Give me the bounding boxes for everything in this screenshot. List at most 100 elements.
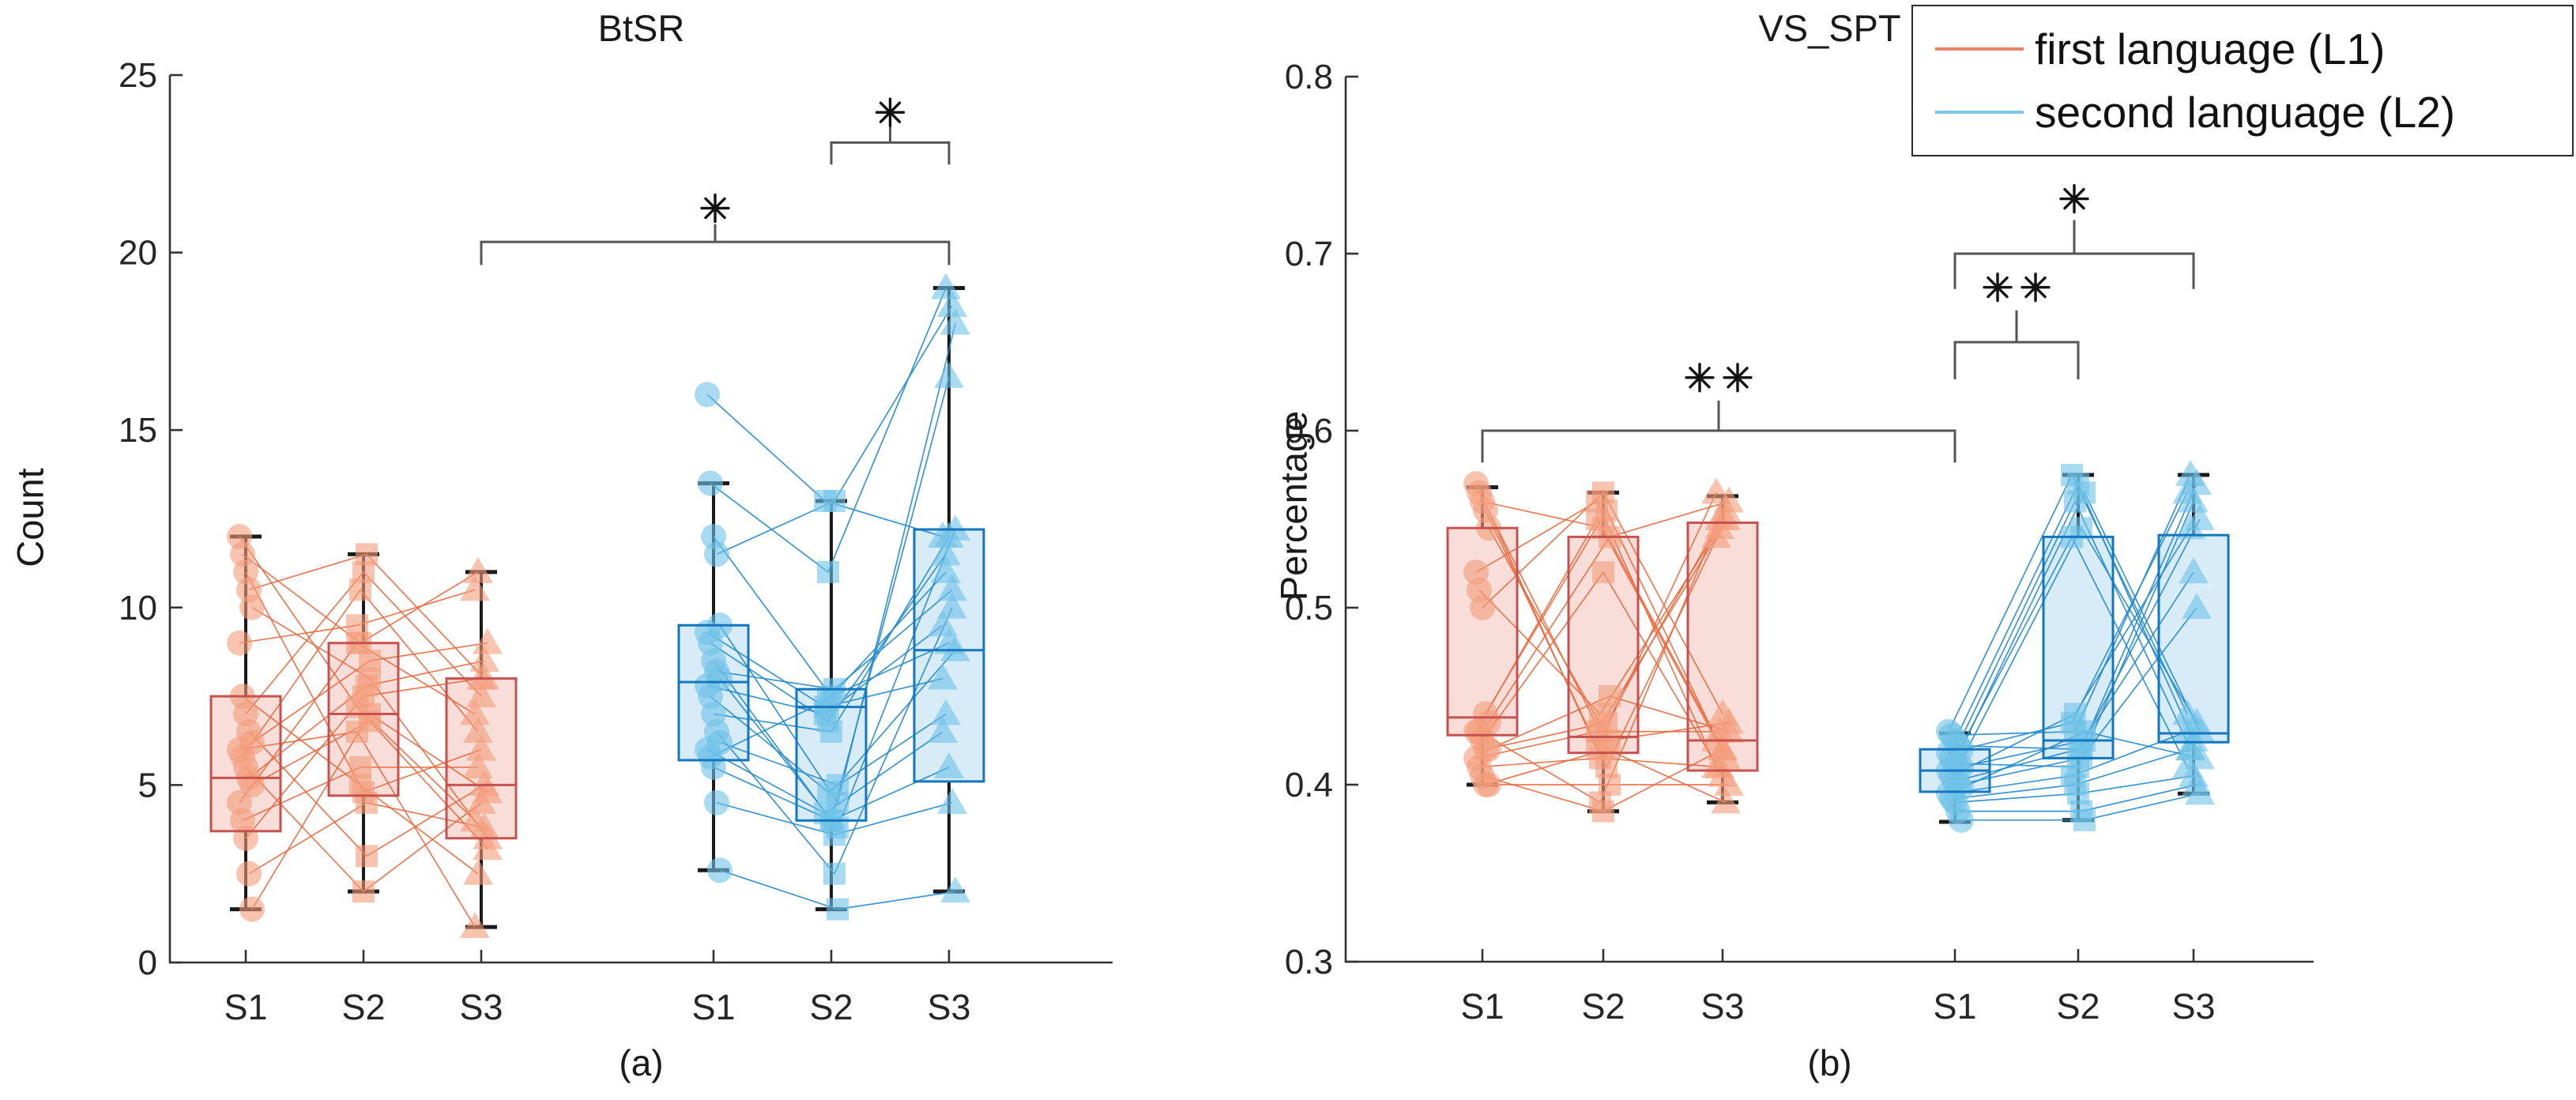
- panel-b-y-axis-label: Percentage: [1272, 410, 1315, 601]
- marker-square: [1599, 774, 1621, 796]
- sig-bracket: [480, 193, 951, 266]
- box-edges: [1919, 533, 2230, 793]
- x-tick-label: S2: [1581, 986, 1625, 1027]
- marker-circle: [239, 594, 265, 620]
- x-tick-label: S2: [341, 987, 385, 1027]
- marker-square: [1595, 738, 1618, 761]
- l1-line-swatch-icon: [1935, 47, 2024, 51]
- marker-square: [1592, 800, 1614, 823]
- box-edges: [677, 528, 985, 822]
- y-tick-label: 0.3: [1285, 943, 1333, 981]
- marker-triangle: [937, 592, 967, 619]
- box-edge: [677, 623, 750, 762]
- marker-triangle: [928, 663, 958, 690]
- marker-circle: [236, 861, 262, 887]
- sig-asterisk: [704, 197, 726, 220]
- panel-b: 0.3 0.4 0.5 0.6 0.7 0.8 S1 S2 S3 S1 S2 S3: [1285, 58, 2314, 1027]
- marker-triangle: [466, 734, 496, 761]
- y-tick-label: 0.4: [1285, 766, 1333, 804]
- panel-b-title: VS_SPT: [1758, 7, 1901, 49]
- legend-item-l1: first language (L1): [1935, 24, 2564, 74]
- marker-triangle: [928, 610, 958, 637]
- y-tick-label: 0.8: [1285, 58, 1333, 96]
- marker-square: [356, 845, 378, 868]
- box-edge: [1686, 521, 1759, 772]
- legend-item-l2: second language (L2): [1935, 87, 2564, 138]
- box-edge: [445, 677, 518, 840]
- marker-square: [2064, 490, 2086, 513]
- x-tick-label: S1: [224, 987, 267, 1027]
- marker-circle: [701, 754, 726, 780]
- marker-triangle: [1714, 770, 1744, 796]
- marker-square: [1586, 508, 1608, 530]
- box-edges: [1446, 521, 1759, 772]
- marker-triangle: [931, 556, 961, 583]
- marker-triangle: [934, 521, 964, 548]
- marker-square: [823, 862, 845, 885]
- marker-square: [827, 774, 849, 797]
- box-edges: [209, 642, 518, 840]
- marker-square: [349, 755, 371, 778]
- marker-triangle: [1714, 716, 1744, 743]
- sig-asterisk: [879, 101, 902, 123]
- marker-triangle: [463, 752, 493, 778]
- marker-triangle: [2175, 734, 2205, 761]
- marker-triangle: [931, 699, 961, 725]
- marker-square: [349, 578, 371, 601]
- y-tick-label: 25: [119, 56, 157, 95]
- x-tick-label: S2: [2056, 986, 2100, 1027]
- sig-asterisk: [2024, 276, 2047, 299]
- marker-square: [1599, 685, 1621, 707]
- marker-triangle: [1708, 734, 1738, 761]
- sig-bracket: [1953, 272, 2080, 380]
- marker-square: [823, 490, 845, 513]
- marker-triangle: [1701, 522, 1731, 548]
- marker-triangle: [463, 858, 493, 885]
- markers: [1936, 460, 2215, 833]
- marker-triangle: [473, 777, 503, 804]
- subject-line: [716, 305, 953, 556]
- sig-bracket-line: [1481, 429, 1956, 463]
- marker-circle: [698, 470, 723, 496]
- sig-bracket: [1953, 183, 2195, 289]
- sig-bracket-line: [480, 240, 951, 266]
- marker-triangle: [1708, 699, 1738, 725]
- box-edge: [795, 688, 868, 822]
- panel-a-y-axis-label: Count: [9, 468, 51, 567]
- marker-circle: [1470, 595, 1495, 620]
- l2-line-swatch-icon: [1935, 111, 2024, 114]
- marker-square: [352, 880, 375, 903]
- marker-square: [2073, 808, 2096, 831]
- marker-triangle: [1711, 787, 1741, 814]
- y-tick-label: 0.7: [1285, 235, 1333, 273]
- box-edge: [327, 642, 400, 797]
- marker-triangle: [2179, 557, 2209, 584]
- panel-a-sublabel: (a): [619, 1042, 664, 1083]
- marker-triangle: [1711, 495, 1741, 522]
- panel-a-title: BtSR: [597, 7, 685, 49]
- x-tick-label: S2: [809, 987, 853, 1027]
- y-tick-label: 0.6: [1285, 412, 1333, 450]
- sig-asterisk: [1727, 367, 1749, 389]
- marker-triangle: [937, 574, 967, 601]
- marker-triangle: [2185, 778, 2215, 805]
- x-tick-label: S1: [1460, 986, 1504, 1027]
- box-edge: [2157, 533, 2230, 744]
- sig-bracket: [1481, 363, 1956, 463]
- sig-bracket-line: [1953, 252, 2195, 289]
- sig-asterisk: [1987, 276, 2009, 299]
- marker-triangle: [934, 361, 964, 388]
- sig-bracket-line: [1953, 341, 2080, 380]
- marker-triangle: [466, 681, 496, 708]
- x-tick-label: S3: [2171, 986, 2215, 1027]
- marker-triangle: [2182, 593, 2212, 619]
- y-tick-label: 0: [138, 944, 157, 982]
- marker-circle: [227, 630, 252, 656]
- marker-square: [827, 898, 849, 921]
- marker-triangle: [469, 646, 499, 672]
- marker-triangle: [937, 290, 967, 317]
- box-edge: [913, 528, 985, 783]
- axes-lines: [168, 75, 1113, 964]
- panel-b-sublabel: (b): [1807, 1042, 1852, 1083]
